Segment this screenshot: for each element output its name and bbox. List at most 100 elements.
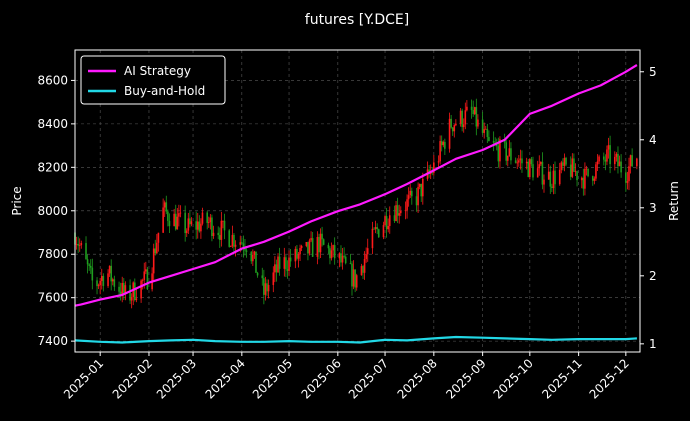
candle-body (514, 160, 517, 163)
candle-body (107, 273, 109, 286)
candle-body (102, 275, 105, 286)
candle-body (223, 220, 226, 231)
candle-body (308, 240, 311, 254)
candle-body (228, 230, 231, 247)
candle-body (492, 141, 495, 143)
candle-body (395, 205, 397, 222)
candle-body (322, 239, 325, 245)
candle-body (462, 124, 465, 128)
candle-body (376, 227, 378, 230)
candle-body (152, 248, 155, 274)
candle-body (595, 164, 597, 179)
candle-body (245, 250, 248, 252)
candle-body (294, 248, 297, 262)
candle-body (100, 275, 103, 281)
candle-body (352, 269, 355, 287)
y-right-tick-label: 1 (649, 337, 657, 351)
candle-body (409, 190, 412, 196)
candle-body (168, 220, 171, 227)
candle-body (222, 220, 224, 222)
candle-body (355, 275, 358, 288)
candle-body (455, 123, 457, 126)
candle-body (540, 161, 542, 165)
ai-strategy-line (74, 64, 638, 307)
candle-body (253, 251, 256, 255)
candle-body (629, 155, 632, 167)
candle-body (377, 229, 380, 238)
candle-body (143, 271, 146, 280)
candle-body (631, 155, 633, 167)
plot-frame (74, 49, 641, 353)
candle-body (440, 141, 443, 146)
candle-body (145, 269, 147, 272)
candle-body (174, 213, 177, 230)
candle-body (543, 179, 545, 185)
candle-body (156, 242, 158, 254)
y-right-tick-label: 3 (649, 201, 657, 215)
candle-body (220, 220, 223, 240)
candle-body (563, 157, 566, 166)
candle-body (607, 145, 610, 150)
candle-body (366, 248, 369, 255)
candle-body (628, 166, 630, 182)
candle-body (459, 110, 462, 124)
candle-body (185, 230, 188, 234)
candle-body (521, 158, 523, 164)
y-right-tick-label: 4 (649, 133, 657, 147)
candle-body (527, 161, 530, 178)
candle-body (154, 248, 157, 254)
candle-body (134, 282, 136, 301)
candle-body (75, 243, 78, 245)
candle-body (571, 158, 574, 177)
candle-body (388, 215, 391, 227)
candle-body (587, 168, 589, 177)
candle-body (481, 119, 484, 133)
candle-body (264, 283, 267, 295)
candle-body (146, 269, 149, 290)
y-axis-left-label: Price (10, 186, 24, 215)
y-axis-right-label: Return (667, 181, 681, 221)
candle-body (464, 110, 467, 125)
candle-body (398, 213, 401, 216)
candle-body (165, 202, 168, 212)
candle-body (121, 282, 124, 297)
candle-body (275, 264, 278, 273)
candle-body (244, 248, 246, 251)
candle-body (108, 265, 111, 274)
candle-body (384, 216, 386, 226)
y-axis-right: 1 2 3 4 5 (640, 65, 657, 351)
candle-body (124, 285, 127, 294)
candle-body (140, 280, 142, 299)
candle-body (130, 297, 133, 301)
candle-body (190, 221, 193, 225)
candle-body (196, 221, 199, 230)
candle-body (354, 269, 356, 288)
candle-body (118, 286, 120, 292)
candle-body (437, 161, 440, 163)
y-left-tick-label: 7800 (37, 247, 68, 261)
candle-body (349, 263, 352, 265)
chart-title: futures [Y.DCE] (305, 12, 409, 28)
candle-body (618, 161, 621, 167)
candle-body (338, 253, 341, 259)
candle-body (584, 168, 586, 189)
legend: AI Strategy Buy-and-Hold (80, 55, 226, 105)
candle-body (234, 244, 237, 247)
candle-body (385, 216, 388, 230)
candle-body (267, 284, 270, 292)
candle-body (217, 232, 220, 236)
candle-body (200, 223, 202, 232)
y-left-tick-label: 8000 (37, 204, 68, 218)
candle-body (466, 106, 468, 111)
candle-body (554, 170, 556, 185)
candle-body (510, 148, 512, 161)
candle-body (433, 162, 435, 173)
candle-body (552, 170, 555, 189)
candle-body (119, 291, 122, 297)
candle-body (603, 156, 605, 160)
candle-body (299, 247, 301, 255)
candle-body (477, 119, 479, 127)
candle-body (201, 212, 204, 224)
candle-body (89, 265, 92, 268)
candle-body (486, 128, 489, 138)
